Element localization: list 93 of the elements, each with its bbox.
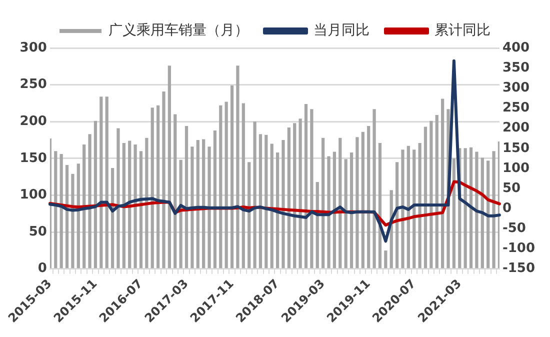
- bar: [356, 137, 359, 268]
- legend-label: 累计同比: [434, 22, 490, 39]
- bar: [492, 151, 496, 268]
- bar: [418, 142, 422, 268]
- bar: [258, 134, 262, 268]
- y2-tick-label: 250: [502, 100, 530, 116]
- y-tick-label: 50: [28, 224, 47, 240]
- bar: [435, 115, 438, 268]
- y2-tick-label: 100: [502, 160, 530, 176]
- y-tick-label: 150: [20, 150, 47, 166]
- bar: [150, 108, 154, 268]
- bar: [100, 96, 103, 268]
- y-tick-label: 250: [20, 77, 47, 92]
- bar: [242, 103, 245, 268]
- bar: [430, 120, 433, 268]
- bar: [304, 104, 308, 268]
- bar: [174, 114, 177, 268]
- y2-tick-label: 400: [502, 40, 530, 56]
- y2-tick-label: -50: [502, 221, 526, 236]
- bar: [190, 146, 194, 268]
- bar: [122, 142, 126, 268]
- bar: [76, 164, 80, 268]
- bar: [94, 120, 98, 268]
- bar: [424, 126, 428, 268]
- y2-tick-label: 200: [502, 120, 530, 136]
- bar: [128, 140, 132, 268]
- bar: [452, 158, 456, 268]
- bar: [219, 105, 222, 268]
- bar: [332, 152, 336, 268]
- y2-tick-label: -100: [502, 241, 536, 256]
- bar: [270, 144, 274, 268]
- bar: [253, 122, 256, 268]
- bar: [293, 123, 296, 268]
- bar: [202, 139, 206, 268]
- bar: [287, 128, 290, 268]
- bar: [168, 66, 172, 268]
- legend-label: 广义乘用车销量（月）: [108, 22, 248, 39]
- bar: [60, 154, 63, 268]
- bar: [134, 144, 137, 268]
- bar: [464, 148, 467, 268]
- bar: [139, 151, 143, 268]
- y2-tick-label: 300: [502, 80, 530, 96]
- bar: [486, 160, 490, 268]
- y2-tick-label: 50: [502, 180, 521, 196]
- bar: [50, 138, 52, 268]
- bar: [65, 165, 69, 268]
- bar: [361, 132, 364, 268]
- bar: [213, 130, 217, 268]
- bar: [384, 250, 388, 268]
- bar: [310, 109, 314, 268]
- bar: [276, 152, 280, 268]
- bar: [475, 152, 478, 268]
- bar: [116, 128, 120, 268]
- bar: [156, 105, 160, 268]
- bar: [88, 134, 92, 268]
- bar: [327, 156, 330, 268]
- bar: [322, 138, 325, 268]
- bar: [480, 158, 484, 268]
- bar: [264, 134, 268, 268]
- y-tick-label: 0: [38, 261, 47, 276]
- y-tick-label: 300: [20, 40, 47, 56]
- y2-tick-label: 0: [502, 201, 512, 216]
- bar: [145, 138, 148, 268]
- bar: [469, 147, 473, 268]
- y-tick-label: 100: [20, 188, 47, 203]
- bar: [338, 138, 342, 268]
- bar: [248, 162, 251, 268]
- legend-label: 当月同比: [314, 22, 370, 39]
- bar: [236, 66, 240, 268]
- bar: [412, 150, 416, 268]
- bar: [82, 144, 86, 268]
- bar: [282, 140, 285, 268]
- bar: [401, 150, 404, 268]
- bar: [298, 118, 302, 268]
- bar: [372, 109, 376, 268]
- y2-tick-label: -150: [502, 261, 536, 276]
- bar: [71, 174, 74, 268]
- bar: [184, 126, 188, 268]
- y-tick-label: 200: [20, 114, 47, 129]
- bar: [344, 159, 348, 268]
- bar: [441, 98, 444, 268]
- bar: [196, 140, 200, 268]
- bar: [406, 146, 410, 268]
- y2-tick-label: 350: [502, 60, 530, 76]
- bar: [105, 96, 108, 268]
- y2-tick-label: 150: [502, 140, 530, 156]
- bar: [162, 91, 166, 268]
- bar: [230, 86, 234, 268]
- bar: [367, 126, 370, 268]
- bar: [208, 146, 211, 268]
- bar: [54, 151, 58, 268]
- bar: [224, 102, 228, 268]
- bar: [350, 152, 354, 268]
